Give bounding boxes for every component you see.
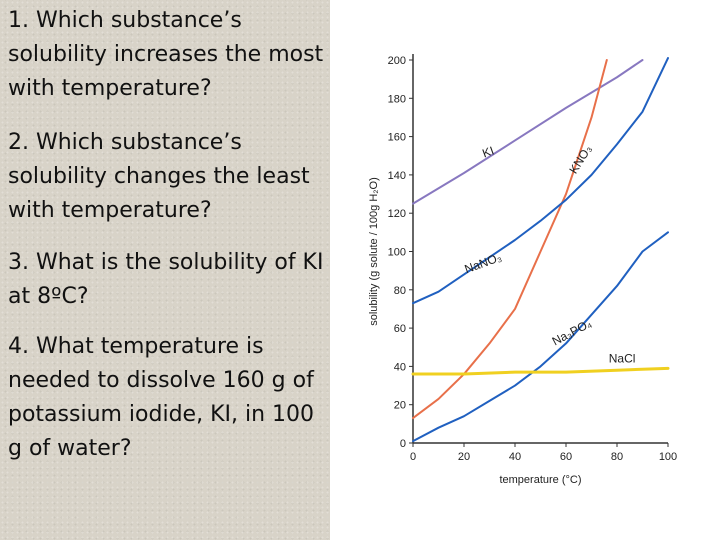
y-tick-label: 100 bbox=[388, 247, 406, 259]
series-line-4 bbox=[411, 366, 670, 376]
y-tick-label: 60 bbox=[394, 323, 406, 335]
series-line-3 bbox=[412, 231, 669, 443]
question-panel: 1. Which substance’s solubility increase… bbox=[0, 0, 330, 540]
y-tick-label: 140 bbox=[388, 170, 406, 182]
y-tick-label: 160 bbox=[388, 132, 406, 144]
series-label-4: NaCl bbox=[609, 352, 636, 366]
y-tick-label: 120 bbox=[388, 208, 406, 220]
series-layer bbox=[411, 57, 670, 443]
y-tick-label: 200 bbox=[388, 55, 406, 67]
question-1: 1. Which substance’s solubility increase… bbox=[8, 8, 324, 101]
series-line-2 bbox=[412, 57, 669, 305]
series-label-3: Na₃PO₄ bbox=[550, 316, 594, 348]
x-tick-label: 100 bbox=[659, 451, 677, 463]
series-line-1 bbox=[412, 59, 608, 420]
y-axis-title: solubility (g solute / 100g H₂O) bbox=[368, 177, 380, 326]
series-label-layer: KI KNO₃ NaNO₃ Na₃PO₄ NaCl bbox=[463, 142, 636, 365]
x-tick-label: 20 bbox=[458, 451, 470, 463]
x-tick-label: 40 bbox=[509, 451, 521, 463]
x-tick-label: 0 bbox=[410, 451, 416, 463]
y-tick-label: 20 bbox=[394, 400, 406, 412]
ticks-layer: 0 20 40 60 80 100 120 140 160 180 200 0 20 40 60 80 100 bbox=[388, 55, 678, 463]
y-tick-label: 0 bbox=[400, 438, 406, 450]
question-3: 3. What is the solubility of KI at 8ºC? bbox=[8, 250, 324, 309]
y-tick-label: 40 bbox=[394, 361, 406, 373]
x-axis-title: temperature (°C) bbox=[499, 474, 581, 486]
y-tick-label: 180 bbox=[388, 93, 406, 105]
series-label-0: KI bbox=[480, 143, 495, 160]
x-tick-label: 80 bbox=[611, 451, 623, 463]
series-line-0 bbox=[412, 59, 644, 205]
question-2: 2. Which substance’s solubility changes … bbox=[8, 130, 310, 223]
y-tick-label: 80 bbox=[394, 285, 406, 297]
question-4: 4. What temperature is needed to dissolv… bbox=[8, 334, 315, 461]
x-tick-label: 60 bbox=[560, 451, 572, 463]
series-label-2: NaNO₃ bbox=[463, 250, 504, 276]
series-label-1: KNO₃ bbox=[566, 142, 594, 176]
